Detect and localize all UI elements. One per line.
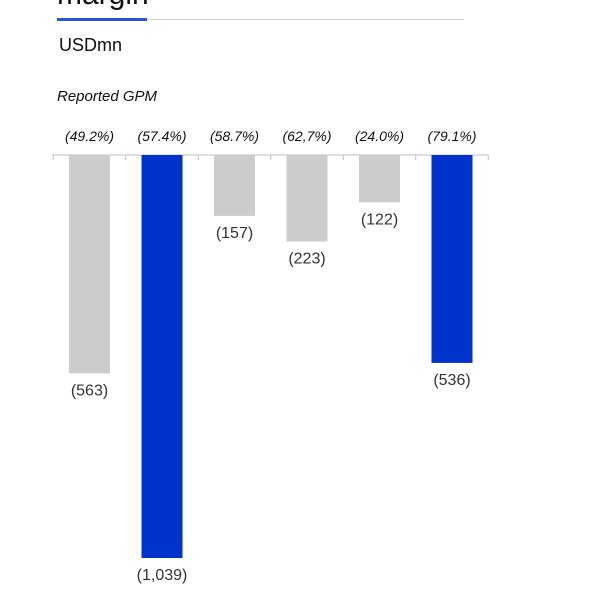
title-accent-underline	[57, 18, 147, 21]
bar	[359, 155, 400, 203]
bar	[286, 155, 328, 242]
gpm-label: (79.1%)	[427, 128, 476, 144]
gpm-label: (49.2%)	[65, 128, 114, 144]
bar-value-label: (1,039)	[137, 567, 188, 584]
gpm-label: (62,7%)	[282, 128, 331, 144]
title-divider	[57, 19, 464, 20]
gpm-label: (57.4%)	[137, 128, 186, 144]
unit-label: USDmn	[59, 35, 123, 55]
bar	[69, 155, 110, 374]
bar-value-label: (563)	[71, 382, 108, 399]
gpm-label: (58.7%)	[210, 128, 259, 144]
gpm-label: (24.0%)	[355, 128, 404, 144]
bar-value-label: (122)	[361, 211, 398, 228]
bar-highlighted	[141, 155, 183, 558]
bar-value-label: (157)	[216, 225, 253, 242]
chart-title: margin	[57, 0, 149, 12]
bar	[214, 155, 255, 216]
bar-highlighted	[431, 155, 473, 363]
bar-value-label: (223)	[288, 250, 325, 267]
bar-value-label: (536)	[433, 372, 470, 389]
gpm-row-label: Reported GPM	[57, 88, 158, 105]
